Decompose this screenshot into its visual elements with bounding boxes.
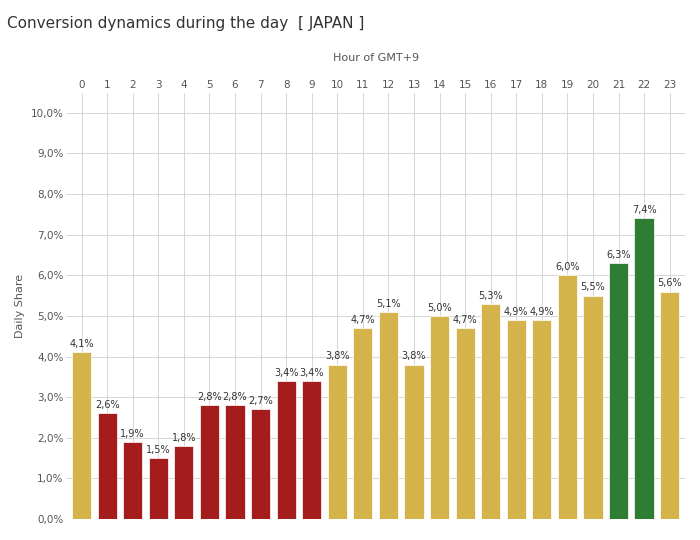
Bar	[199, 406, 219, 519]
Text: Hour of GMT+9: Hour of GMT+9	[332, 53, 419, 63]
Bar	[276, 381, 295, 519]
Y-axis label: Daily Share: Daily Share	[15, 274, 25, 338]
Bar	[379, 312, 398, 519]
Text: 2,6%: 2,6%	[94, 400, 120, 410]
Bar	[72, 353, 91, 519]
Bar	[225, 406, 244, 519]
Text: 5,1%: 5,1%	[376, 299, 400, 309]
Text: 7,4%: 7,4%	[632, 205, 657, 215]
Text: 3,4%: 3,4%	[300, 368, 324, 377]
Text: 4,7%: 4,7%	[351, 315, 375, 325]
Text: 3,8%: 3,8%	[325, 352, 349, 361]
Text: 4,9%: 4,9%	[530, 307, 554, 317]
Text: 5,5%: 5,5%	[580, 282, 606, 292]
Bar	[558, 275, 577, 519]
Bar	[354, 328, 372, 519]
Bar	[148, 458, 168, 519]
Bar	[634, 219, 654, 519]
Text: 2,7%: 2,7%	[248, 396, 273, 406]
Text: 4,1%: 4,1%	[69, 339, 94, 349]
Text: 3,8%: 3,8%	[402, 352, 426, 361]
Bar	[97, 414, 117, 519]
Text: 3,4%: 3,4%	[274, 368, 298, 377]
Text: 4,9%: 4,9%	[504, 307, 528, 317]
Text: Conversion dynamics during the day  [ JAPAN ]: Conversion dynamics during the day [ JAP…	[7, 16, 365, 31]
Bar	[507, 320, 526, 519]
Bar	[532, 320, 552, 519]
Text: 1,8%: 1,8%	[172, 433, 196, 443]
Bar	[302, 381, 321, 519]
Bar	[481, 304, 500, 519]
Bar	[174, 446, 193, 519]
Text: 5,3%: 5,3%	[478, 291, 503, 300]
Bar	[405, 364, 424, 519]
Bar	[583, 295, 603, 519]
Text: 5,0%: 5,0%	[427, 303, 452, 313]
Bar	[660, 292, 679, 519]
Text: 2,8%: 2,8%	[197, 392, 222, 402]
Text: 1,5%: 1,5%	[146, 445, 171, 455]
Bar	[430, 316, 449, 519]
Text: 4,7%: 4,7%	[453, 315, 477, 325]
Text: 6,3%: 6,3%	[606, 250, 631, 260]
Text: 6,0%: 6,0%	[555, 262, 580, 272]
Bar	[251, 409, 270, 519]
Text: 5,6%: 5,6%	[657, 278, 682, 288]
Bar	[609, 263, 628, 519]
Text: 2,8%: 2,8%	[223, 392, 247, 402]
Bar	[328, 364, 346, 519]
Text: 1,9%: 1,9%	[120, 429, 145, 438]
Bar	[456, 328, 475, 519]
Bar	[123, 442, 142, 519]
